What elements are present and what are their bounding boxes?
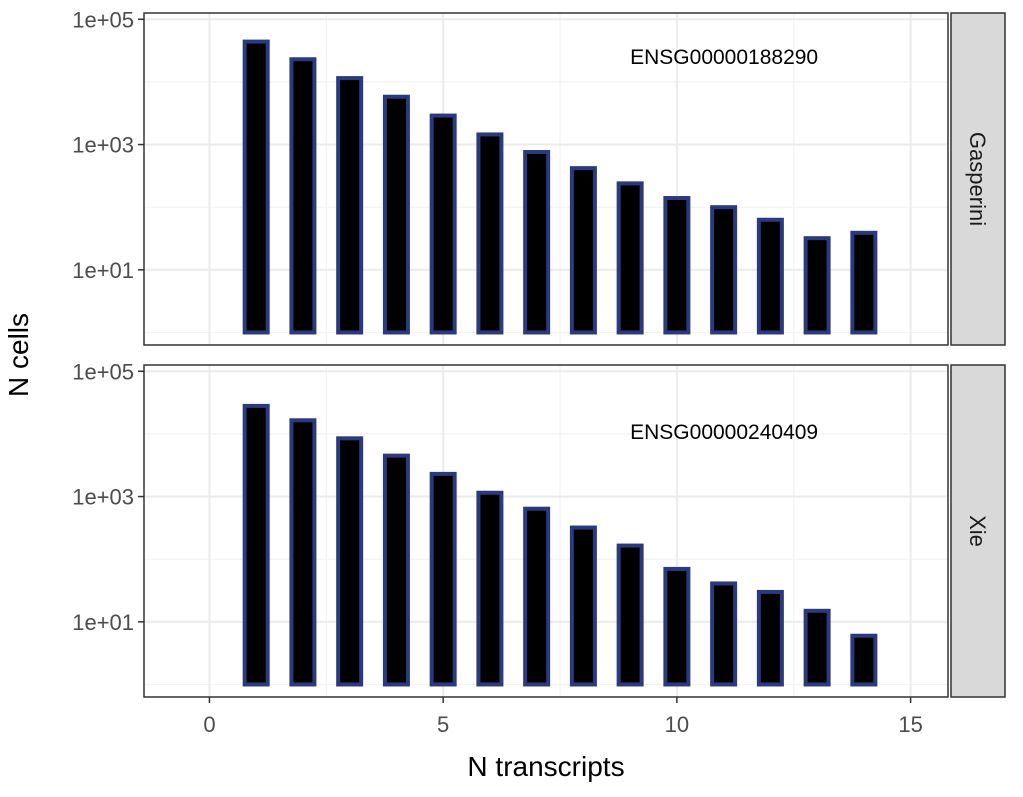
bar-8 (569, 525, 597, 687)
facet-strip (950, 364, 1006, 698)
bar-3 (336, 436, 364, 687)
y-tick-label: 1e+03 (72, 485, 134, 510)
panel-annotation: ENSG00000240409 (630, 421, 818, 444)
bar-11 (710, 205, 738, 335)
panel-2: ENSG00000240409 1e+01 1e+03 1e+05 Xie 0 5 10 15 (72, 359, 1006, 737)
panel-border (143, 364, 949, 698)
bar-10 (663, 196, 691, 335)
x-tick-label: 15 (898, 712, 922, 737)
bar-6 (476, 132, 504, 335)
y-tick-label: 1e+03 (72, 133, 134, 158)
bar-2 (289, 418, 317, 687)
panel-1: ENSG00000188290 1e+01 1e+03 1e+05 Gasperini (72, 7, 1006, 346)
bar-2 (289, 57, 317, 335)
bar-1 (242, 39, 270, 335)
bar-5 (429, 113, 457, 335)
panel-border (143, 12, 949, 346)
bar-1 (242, 403, 270, 687)
y-tick-label: 1e+05 (72, 7, 134, 32)
bar-12 (756, 589, 784, 687)
y-tick-label: 1e+01 (72, 258, 134, 283)
bar-9 (616, 181, 644, 335)
facet-strip (950, 12, 1006, 346)
bar-12 (756, 217, 784, 335)
bar-14 (850, 230, 878, 335)
bar-14 (850, 633, 878, 687)
panel-annotation: ENSG00000188290 (630, 46, 818, 69)
panels-layer: ENSG000001882901e+011e+031e+05GasperiniE… (72, 7, 1006, 737)
bar-11 (710, 581, 738, 687)
x-axis-title: N transcripts (467, 751, 624, 782)
x-tick-label: 0 (203, 712, 215, 737)
facet-strip-label: Xie (965, 515, 990, 547)
x-tick-label: 10 (665, 712, 689, 737)
bar-7 (523, 150, 551, 335)
y-tick-label: 1e+01 (72, 610, 134, 635)
bar-9 (616, 543, 644, 687)
bar-8 (569, 166, 597, 335)
y-axis-title: N cells (3, 313, 34, 397)
bar-3 (336, 76, 364, 335)
bar-4 (382, 94, 410, 335)
bar-10 (663, 566, 691, 687)
x-tick-label: 5 (437, 712, 449, 737)
bar-6 (476, 490, 504, 687)
bar-4 (382, 453, 410, 687)
bar-13 (803, 608, 831, 687)
bar-5 (429, 471, 457, 687)
bar-13 (803, 236, 831, 335)
facet-strip-label: Gasperini (965, 132, 990, 226)
bar-7 (523, 506, 551, 687)
y-tick-label: 1e+05 (72, 359, 134, 384)
